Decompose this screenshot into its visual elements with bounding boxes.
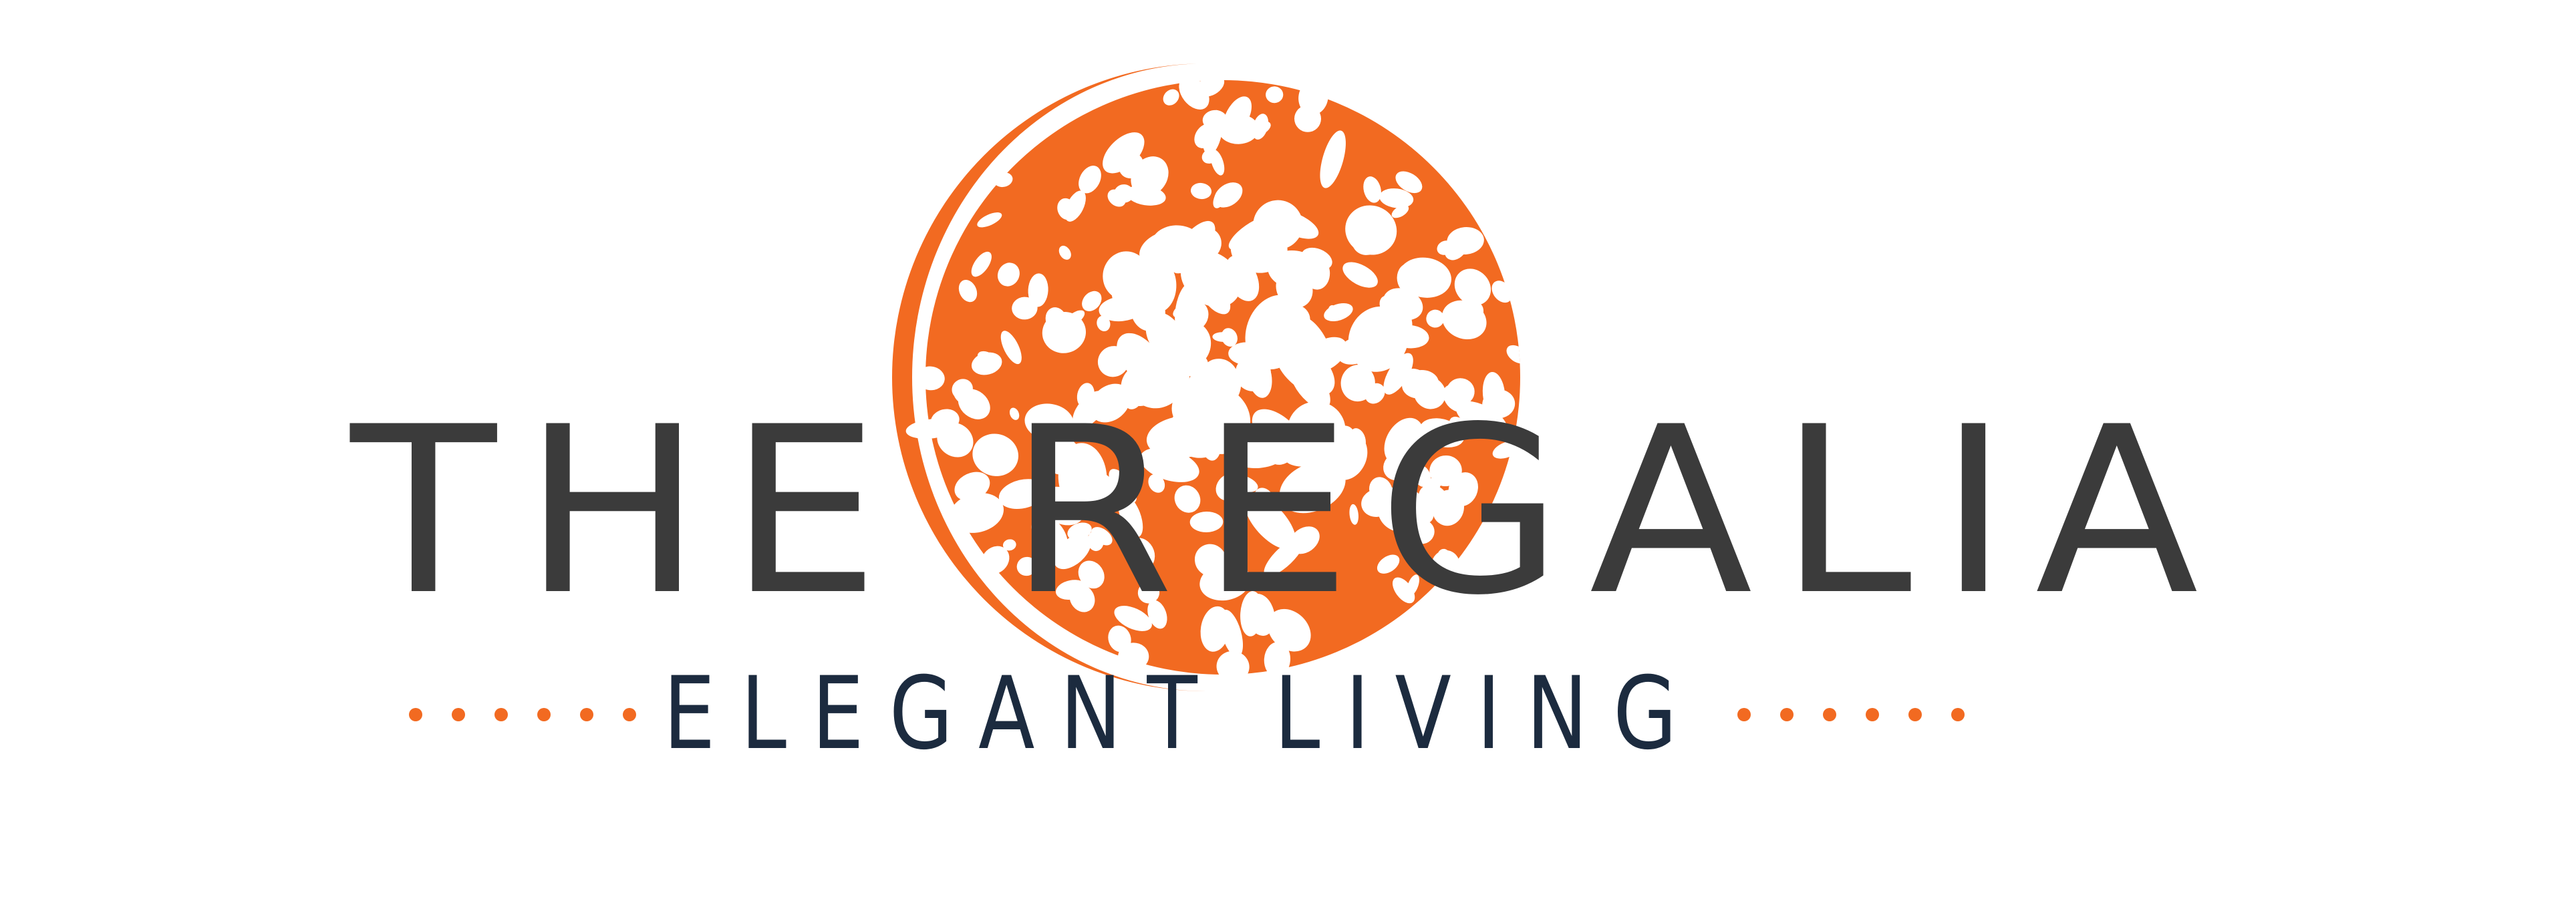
tagline-row: ELEGANT LIVING [409,656,1965,772]
tagline-dot [452,708,465,721]
orange-textured-globe-icon [892,63,1520,691]
tagline-dot [537,708,551,721]
tagline-dot [409,708,422,721]
tagline-dot [1951,708,1965,721]
globe-texture [905,74,1520,683]
tagline-dot [494,708,508,721]
tagline-dot [1908,708,1922,721]
dots-left [409,708,636,721]
tagline-dot [1737,708,1751,721]
tagline-dot [1780,708,1794,721]
tagline-dot [1823,708,1836,721]
tagline-dot [1866,708,1879,721]
tagline-dot [580,708,593,721]
tagline: ELEGANT LIVING [664,656,1703,772]
brand-name: THE REGALIA [347,378,2225,646]
dots-right [1737,708,1965,721]
tagline-dot [623,708,636,721]
